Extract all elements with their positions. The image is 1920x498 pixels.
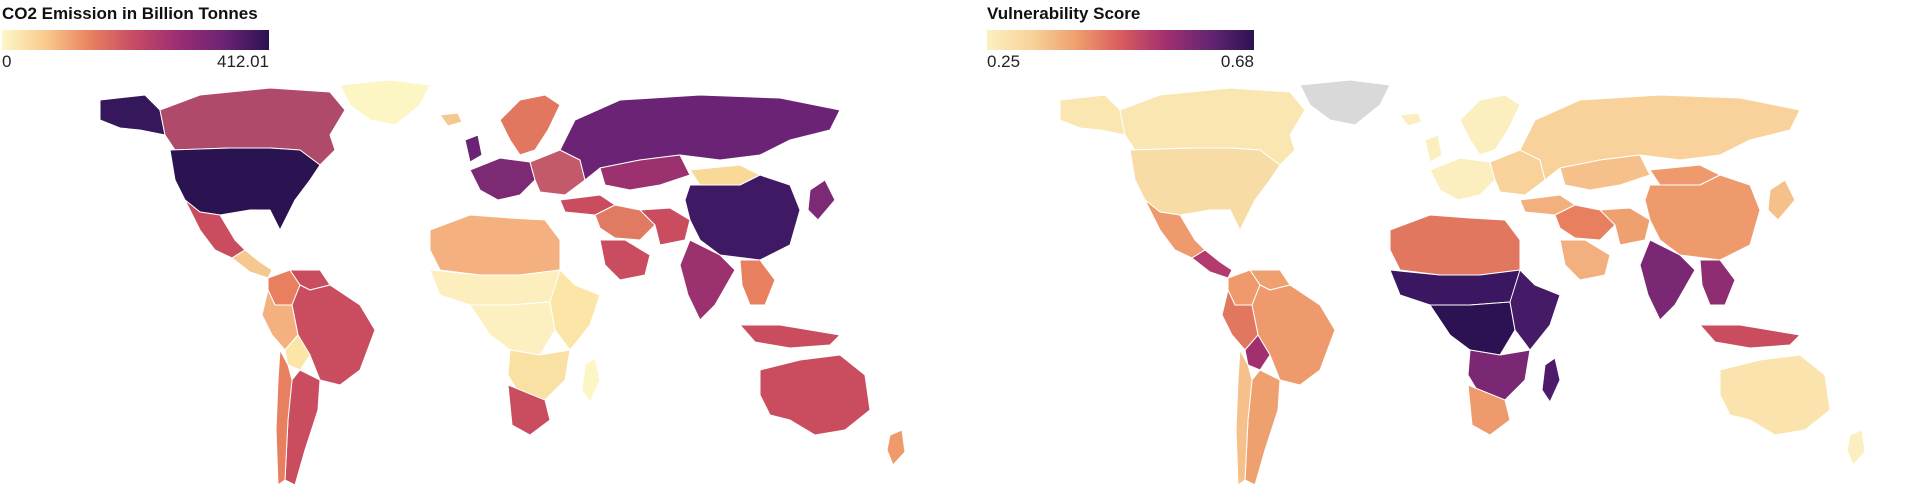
- region-saudi-arabia[interactable]: [1559, 239, 1611, 281]
- region-russia[interactable]: [1519, 94, 1801, 181]
- region-southeast-asia[interactable]: [1699, 259, 1736, 306]
- region-bolivia[interactable]: [1244, 334, 1271, 371]
- legend-title: Vulnerability Score: [987, 4, 1141, 23]
- region-madagascar[interactable]: [1541, 357, 1561, 403]
- vulnerability-world-map: [1059, 80, 1866, 486]
- region-north-africa[interactable]: [1389, 214, 1521, 276]
- legend-color-bar: [987, 30, 1254, 50]
- region-southern-africa[interactable]: [507, 349, 571, 401]
- region-greenland[interactable]: [339, 80, 431, 126]
- region-middle-east[interactable]: [1554, 204, 1616, 241]
- legend-max-label: 412.01: [217, 52, 269, 71]
- region-east-africa[interactable]: [1509, 269, 1561, 351]
- region-south-africa[interactable]: [507, 384, 551, 436]
- region-south-africa[interactable]: [1467, 384, 1511, 436]
- region-iran[interactable]: [639, 207, 691, 246]
- region-japan[interactable]: [1767, 179, 1796, 221]
- region-central-africa[interactable]: [1429, 301, 1516, 356]
- region-japan[interactable]: [807, 179, 836, 221]
- region-china[interactable]: [1644, 174, 1761, 261]
- legend-ticks: 0 412.01: [2, 50, 269, 72]
- region-southern-africa[interactable]: [1467, 349, 1531, 401]
- vulnerability-map-panel: Vulnerability Score 0.25 0.68: [960, 0, 1920, 498]
- region-bolivia[interactable]: [284, 334, 311, 371]
- region-scandinavia[interactable]: [499, 94, 561, 156]
- region-alaska[interactable]: [1059, 94, 1126, 136]
- co2-legend: CO2 Emission in Billion Tonnes 0 412.01: [2, 4, 269, 72]
- region-new-zealand[interactable]: [886, 429, 906, 466]
- region-china[interactable]: [684, 174, 801, 261]
- region-madagascar[interactable]: [581, 357, 601, 403]
- region-east-africa[interactable]: [549, 269, 601, 351]
- legend-max-label: 0.68: [1220, 52, 1254, 71]
- region-brazil[interactable]: [291, 284, 376, 386]
- region-australia[interactable]: [759, 354, 871, 436]
- region-kazakhstan[interactable]: [1559, 154, 1651, 191]
- region-saudi-arabia[interactable]: [599, 239, 651, 281]
- region-new-zealand[interactable]: [1846, 429, 1866, 466]
- legend-min-label: 0: [2, 52, 12, 71]
- region-india[interactable]: [679, 239, 736, 321]
- region-united-kingdom[interactable]: [464, 134, 483, 163]
- region-alaska[interactable]: [99, 94, 166, 136]
- region-iran[interactable]: [1599, 207, 1651, 246]
- region-chile[interactable]: [1235, 349, 1253, 486]
- region-india[interactable]: [1639, 239, 1696, 321]
- region-australia[interactable]: [1719, 354, 1831, 436]
- region-western-europe[interactable]: [1429, 157, 1496, 201]
- region-central-africa[interactable]: [469, 301, 556, 356]
- vulnerability-legend: Vulnerability Score 0.25 0.68: [987, 4, 1254, 72]
- region-indonesia[interactable]: [1699, 324, 1801, 349]
- region-western-europe[interactable]: [469, 157, 536, 201]
- co2-world-map: [99, 80, 906, 486]
- region-iceland[interactable]: [439, 112, 463, 127]
- region-iceland[interactable]: [1399, 112, 1423, 127]
- region-southeast-asia[interactable]: [739, 259, 776, 306]
- region-indonesia[interactable]: [739, 324, 841, 349]
- region-chile[interactable]: [275, 349, 293, 486]
- region-kazakhstan[interactable]: [599, 154, 691, 191]
- co2-map-panel: CO2 Emission in Billion Tonnes 0 412.01: [2, 4, 906, 486]
- region-greenland[interactable]: [1299, 80, 1391, 126]
- legend-color-bar: [2, 30, 269, 50]
- region-central-america[interactable]: [1191, 249, 1233, 279]
- region-russia[interactable]: [559, 94, 841, 181]
- region-united-kingdom[interactable]: [1424, 134, 1443, 163]
- region-middle-east[interactable]: [594, 204, 656, 241]
- legend-min-label: 0.25: [987, 52, 1021, 71]
- region-central-america[interactable]: [231, 249, 273, 279]
- region-brazil[interactable]: [1251, 284, 1336, 386]
- region-united-states[interactable]: [1129, 147, 1281, 231]
- region-north-africa[interactable]: [429, 214, 561, 276]
- region-united-states[interactable]: [169, 147, 321, 231]
- legend-ticks: 0.25 0.68: [987, 50, 1254, 72]
- region-scandinavia[interactable]: [1459, 94, 1521, 156]
- legend-title: CO2 Emission in Billion Tonnes: [2, 4, 258, 23]
